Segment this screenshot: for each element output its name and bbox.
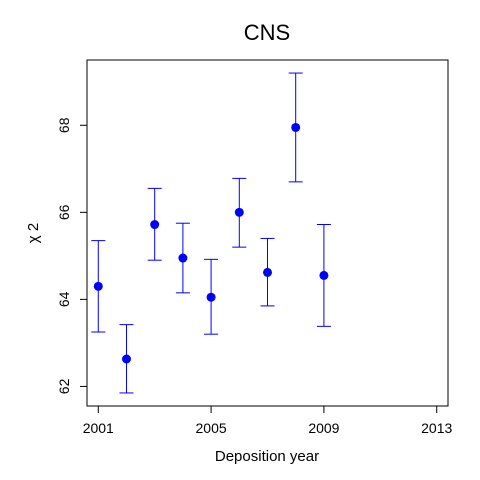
data-point: [291, 122, 301, 132]
data-point: [206, 292, 216, 302]
chart-title: CNS: [244, 20, 290, 45]
plot-frame: [86, 59, 449, 407]
data-point: [93, 281, 103, 291]
y-axis: 62 64 66 68: [56, 117, 87, 394]
x-tick-label: 2005: [196, 420, 227, 436]
x-axis: 2001 2005 2009 2013: [83, 406, 452, 436]
data-marks: [91, 72, 331, 394]
x-axis-label: Deposition year: [215, 448, 319, 465]
y-tick-label: 64: [56, 291, 72, 307]
data-point: [178, 253, 188, 263]
data-point: [319, 270, 329, 280]
data-point: [150, 220, 160, 230]
y-tick-label: 62: [56, 378, 72, 394]
x-tick-label: 2001: [83, 420, 114, 436]
y-tick-label: 68: [56, 117, 72, 133]
data-point: [234, 207, 244, 217]
x-tick-label: 2013: [421, 420, 452, 436]
data-point: [121, 354, 131, 364]
data-point: [263, 267, 272, 277]
y-axis-label: χ 2: [25, 223, 42, 243]
y-tick-label: 66: [56, 204, 72, 220]
x-tick-label: 2009: [308, 420, 339, 436]
